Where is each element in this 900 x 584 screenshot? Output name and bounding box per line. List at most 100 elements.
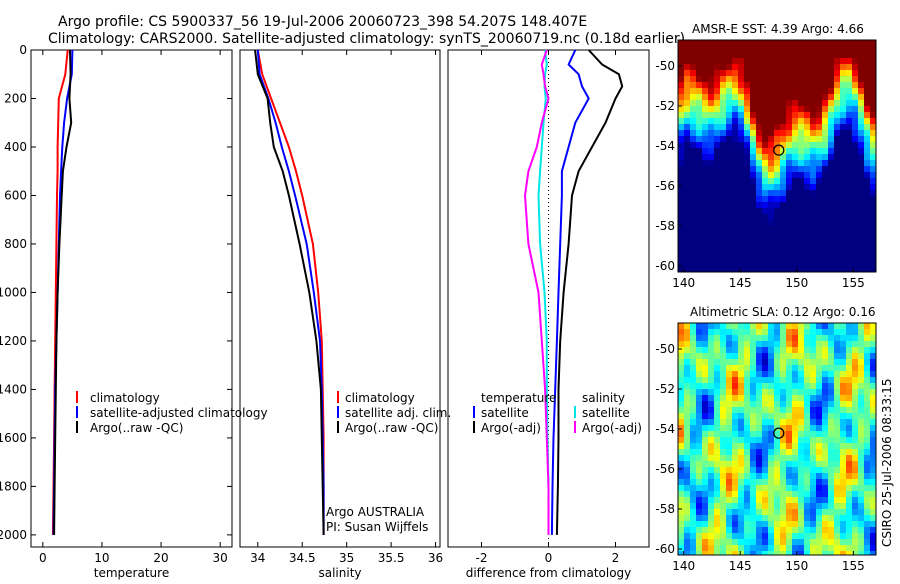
heatmap-cell: [738, 70, 745, 77]
heatmap-cell: [744, 461, 751, 468]
heatmap-cell: [720, 335, 727, 342]
heatmap-cell: [714, 142, 721, 149]
heatmap-cell: [792, 419, 799, 426]
heatmap-cell: [846, 353, 853, 360]
heatmap-cell: [834, 329, 841, 336]
heatmap-cell: [684, 395, 691, 402]
heatmap-cell: [828, 407, 835, 414]
heatmap-cell: [834, 335, 841, 342]
heatmap-cell: [864, 154, 871, 161]
heatmap-cell: [828, 443, 835, 450]
heatmap-cell: [852, 533, 859, 540]
heatmap-cell: [696, 461, 703, 468]
heatmap-cell: [732, 124, 739, 131]
map-frame: [677, 322, 877, 556]
heatmap-cell: [768, 52, 775, 59]
heatmap-cell: [840, 76, 847, 83]
heatmap-cell: [816, 365, 823, 372]
heatmap-cell: [684, 238, 691, 245]
heatmap-cell: [762, 365, 769, 372]
heatmap-cell: [696, 226, 703, 233]
heatmap-cell: [858, 238, 865, 245]
heatmap-cell: [804, 244, 811, 251]
heatmap-cell: [714, 226, 721, 233]
heatmap-cell: [870, 347, 877, 354]
x-tick-label: 20: [153, 551, 168, 565]
heatmap-cell: [786, 425, 793, 432]
heatmap-cell: [702, 208, 709, 215]
heatmap-cell: [696, 407, 703, 414]
heatmap-cell: [714, 545, 721, 552]
heatmap-cell: [756, 341, 763, 348]
heatmap-cell: [780, 443, 787, 450]
heatmap-cell: [816, 335, 823, 342]
heatmap-cell: [744, 202, 751, 209]
heatmap-cell: [708, 58, 715, 65]
heatmap-cell: [870, 136, 877, 143]
heatmap-cell: [846, 184, 853, 191]
heatmap-cell: [750, 148, 757, 155]
heatmap-cell: [846, 533, 853, 540]
heatmap-cell: [690, 341, 697, 348]
heatmap-cell: [798, 341, 805, 348]
heatmap-cell: [696, 136, 703, 143]
heatmap-cell: [732, 94, 739, 101]
heatmap-cell: [828, 341, 835, 348]
heatmap-cell: [858, 371, 865, 378]
heatmap-cell: [744, 539, 751, 546]
heatmap-cell: [840, 329, 847, 336]
heatmap-cell: [840, 401, 847, 408]
heatmap-cell: [714, 347, 721, 354]
y-tick-label: 1400: [0, 382, 27, 396]
heatmap-cell: [828, 485, 835, 492]
heatmap-cell: [738, 521, 745, 528]
heatmap-cell: [780, 545, 787, 552]
heatmap-cell: [816, 166, 823, 173]
heatmap-cell: [840, 262, 847, 269]
heatmap-cell: [834, 497, 841, 504]
heatmap-cell: [840, 40, 847, 47]
heatmap-cell: [762, 461, 769, 468]
heatmap-cell: [726, 154, 733, 161]
heatmap-cell: [678, 335, 685, 342]
heatmap-cell: [756, 539, 763, 546]
heatmap-cell: [720, 136, 727, 143]
heatmap-cell: [684, 353, 691, 360]
heatmap-cell: [810, 461, 817, 468]
heatmap-cell: [768, 202, 775, 209]
heatmap-cell: [750, 425, 757, 432]
heatmap-cell: [738, 130, 745, 137]
heatmap-cell: [786, 437, 793, 444]
heatmap-cell: [678, 479, 685, 486]
heatmap-cell: [696, 377, 703, 384]
y-tick-label: -50: [655, 59, 675, 73]
heatmap-cell: [690, 521, 697, 528]
heatmap-cell: [834, 503, 841, 510]
heatmap-cell: [828, 365, 835, 372]
heatmap-cell: [804, 262, 811, 269]
y-tick-label: 600: [4, 188, 27, 202]
heatmap-cell: [846, 323, 853, 330]
heatmap-cell: [792, 58, 799, 65]
heatmap-cell: [678, 353, 685, 360]
heatmap-cell: [822, 100, 829, 107]
heatmap-cell: [702, 40, 709, 47]
heatmap-cell: [822, 389, 829, 396]
heatmap-cell: [714, 401, 721, 408]
heatmap-cell: [858, 515, 865, 522]
legend-label-salt-satellite: satellite: [582, 406, 630, 420]
heatmap-cell: [858, 359, 865, 366]
heatmap-cell: [864, 130, 871, 137]
heatmap-cell: [726, 443, 733, 450]
heatmap-cell: [828, 184, 835, 191]
heatmap-cell: [828, 419, 835, 426]
heatmap-cell: [846, 136, 853, 143]
heatmap-cell: [846, 515, 853, 522]
heatmap-cell: [798, 365, 805, 372]
heatmap-cell: [726, 148, 733, 155]
heatmap-cell: [720, 256, 727, 263]
heatmap-cell: [810, 268, 817, 273]
heatmap-cell: [726, 551, 733, 556]
heatmap-cell: [702, 485, 709, 492]
heatmap-cell: [720, 467, 727, 474]
